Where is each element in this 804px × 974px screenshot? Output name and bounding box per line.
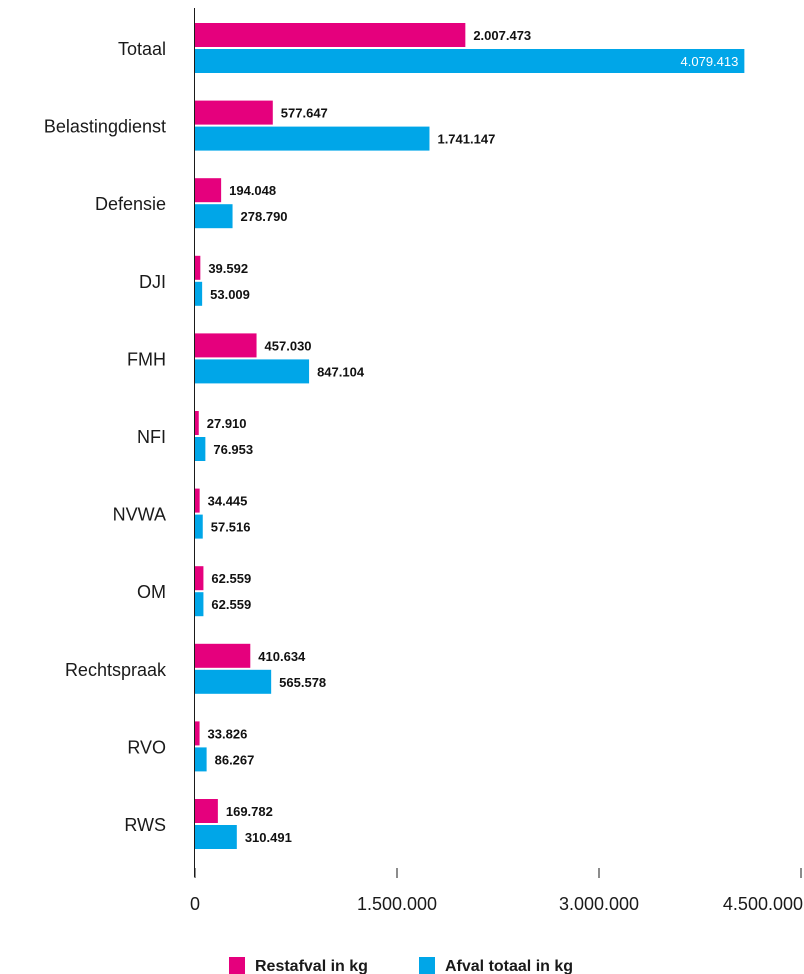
category-label: Rechtspraak — [65, 660, 167, 680]
category-label: RVO — [127, 737, 166, 757]
afval-totaal-bar — [195, 49, 745, 73]
afval-totaal-bar — [195, 437, 206, 461]
x-tick-label: 0 — [190, 894, 200, 914]
data-label: 169.782 — [226, 804, 273, 819]
legend-label: Restafval in kg — [255, 958, 368, 974]
afval-totaal-bar — [195, 669, 272, 694]
category-label: RWS — [124, 815, 166, 835]
category-label: Totaal — [118, 39, 166, 59]
x-tick-label: 1.500.000 — [357, 894, 437, 914]
restafval-bar — [195, 643, 251, 668]
data-label: 457.030 — [265, 338, 312, 353]
x-axis: 0 1.500.000 3.000.000 4.500.000 — [190, 868, 803, 914]
data-label: 53.009 — [210, 287, 250, 302]
data-label: 39.592 — [208, 261, 248, 276]
data-label: 847.104 — [317, 364, 365, 379]
restafval-bar — [195, 488, 200, 513]
data-label: 34.445 — [208, 494, 248, 509]
restafval-bar — [195, 411, 199, 435]
restafval-bar — [195, 23, 466, 47]
data-label: 565.578 — [279, 675, 326, 690]
restafval-bar — [195, 333, 257, 358]
data-label: 310.491 — [245, 830, 292, 845]
afval-totaal-bar — [195, 514, 203, 539]
category-label: NFI — [137, 427, 166, 447]
data-label: 4.079.413 — [681, 54, 739, 69]
data-label: 2.007.473 — [473, 28, 531, 43]
category-label: NVWA — [113, 505, 166, 525]
afval-totaal-bar — [195, 126, 430, 151]
x-tick-label: 4.500.000 — [723, 894, 803, 914]
legend: Restafval in kg Afval totaal in kg — [229, 957, 573, 974]
afval-totaal-bar — [195, 204, 233, 229]
afval-totaal-bar — [195, 747, 207, 772]
restafval-bar — [195, 799, 218, 823]
data-label: 27.910 — [207, 416, 247, 431]
data-label: 86.267 — [215, 752, 255, 767]
bars-layer: Totaal 2.007.473 4.079.413 Belastingdienst 5… — [44, 23, 745, 849]
data-label: 410.634 — [258, 649, 306, 664]
afval-totaal-bar — [195, 359, 310, 384]
data-label: 194.048 — [229, 183, 276, 198]
category-label: FMH — [127, 349, 166, 369]
data-label: 57.516 — [211, 520, 251, 535]
afval-totaal-bar — [195, 281, 203, 306]
category-label: Defensie — [95, 194, 166, 214]
data-label: 33.826 — [208, 726, 248, 741]
restafval-bar — [195, 100, 273, 125]
data-label: 278.790 — [241, 209, 288, 224]
data-label: 62.559 — [211, 571, 251, 586]
category-label: DJI — [139, 272, 166, 292]
category-label: Belastingdienst — [44, 117, 166, 137]
legend-swatch — [229, 957, 245, 974]
category-label: OM — [137, 582, 166, 602]
data-label: 62.559 — [211, 597, 251, 612]
x-tick-label: 3.000.000 — [559, 894, 639, 914]
legend-swatch — [419, 957, 435, 974]
data-label: 577.647 — [281, 106, 328, 121]
afval-totaal-bar — [195, 825, 237, 849]
data-label: 1.741.147 — [437, 132, 495, 147]
data-label: 76.953 — [213, 442, 253, 457]
restafval-bar — [195, 255, 201, 280]
restafval-bar — [195, 721, 200, 746]
afval-totaal-bar — [195, 592, 204, 617]
restafval-bar — [195, 178, 222, 203]
legend-label: Afval totaal in kg — [445, 958, 573, 974]
restafval-bar — [195, 566, 204, 591]
